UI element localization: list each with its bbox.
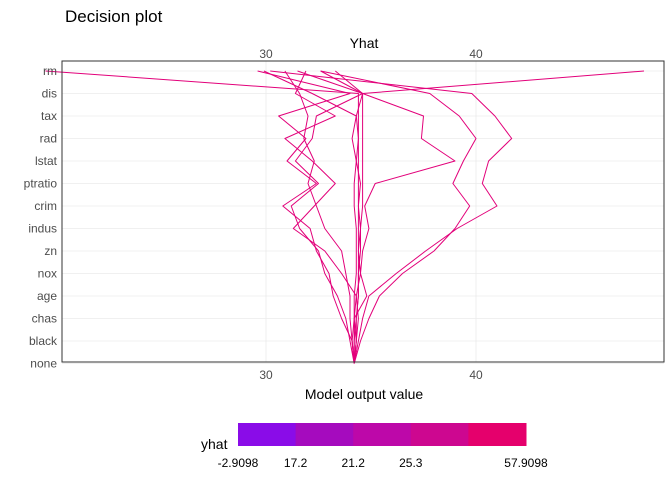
legend-swatch-5: [468, 423, 527, 446]
series-line-3: [284, 70, 355, 364]
series-lines: [45, 70, 645, 364]
y-tick-label-zn: zn: [44, 244, 57, 258]
y-tick-label-lstat: lstat: [35, 154, 58, 168]
x-tick-label-bottom-30: 30: [259, 368, 273, 382]
x-axis-label: Model output value: [305, 386, 424, 402]
series-line-9: [290, 70, 364, 364]
top-axis-title: Yhat: [350, 35, 379, 51]
y-tick-label-indus: indus: [28, 222, 57, 236]
legend-label-2: 17.2: [284, 456, 308, 470]
legend-swatch-2: [295, 423, 354, 446]
series-line-1: [45, 70, 359, 364]
series-line-10: [263, 70, 357, 364]
x-tick-label-top-40: 40: [469, 47, 483, 61]
legend-label-3: 21.2: [342, 456, 366, 470]
y-tick-label-none: none: [30, 357, 57, 371]
x-tick-label-bottom-40: 40: [469, 368, 483, 382]
series-line-2: [353, 70, 645, 364]
y-tick-label-ptratio: ptratio: [24, 177, 58, 191]
series-line-5: [270, 70, 513, 364]
series-line-4: [257, 70, 355, 364]
y-tick-label-dis: dis: [42, 87, 57, 101]
legend-swatch-3: [353, 423, 412, 446]
y-tick-label-rm: rm: [43, 64, 57, 78]
chart-title: Decision plot: [65, 7, 163, 26]
y-tick-label-tax: tax: [41, 109, 57, 123]
legend-swatch-1: [238, 423, 297, 446]
legend-label-5: 57.9098: [504, 456, 548, 470]
axes: rm dis tax rad lstat ptratio crim indus zn nox age…: [24, 47, 665, 382]
legend-title: yhat: [201, 436, 228, 452]
series-line-11: [297, 70, 364, 364]
panel-border: [61, 60, 665, 363]
y-tick-label-age: age: [37, 289, 57, 303]
y-tick-label-black: black: [29, 334, 58, 348]
series-line-7: [334, 70, 364, 364]
legend-label-1: -2.9098: [218, 456, 259, 470]
legend-label-4: 25.3: [399, 456, 423, 470]
y-tick-label-chas: chas: [32, 312, 57, 326]
legend: -2.9098 17.2 21.2 25.3 57.9098: [218, 423, 548, 470]
y-tick-label-nox: nox: [38, 267, 57, 281]
y-tick-label-rad: rad: [40, 132, 57, 146]
series-line-6: [320, 70, 477, 364]
legend-swatch-4: [410, 423, 469, 446]
y-tick-label-crim: crim: [34, 199, 57, 213]
x-tick-label-top-30: 30: [259, 47, 273, 61]
